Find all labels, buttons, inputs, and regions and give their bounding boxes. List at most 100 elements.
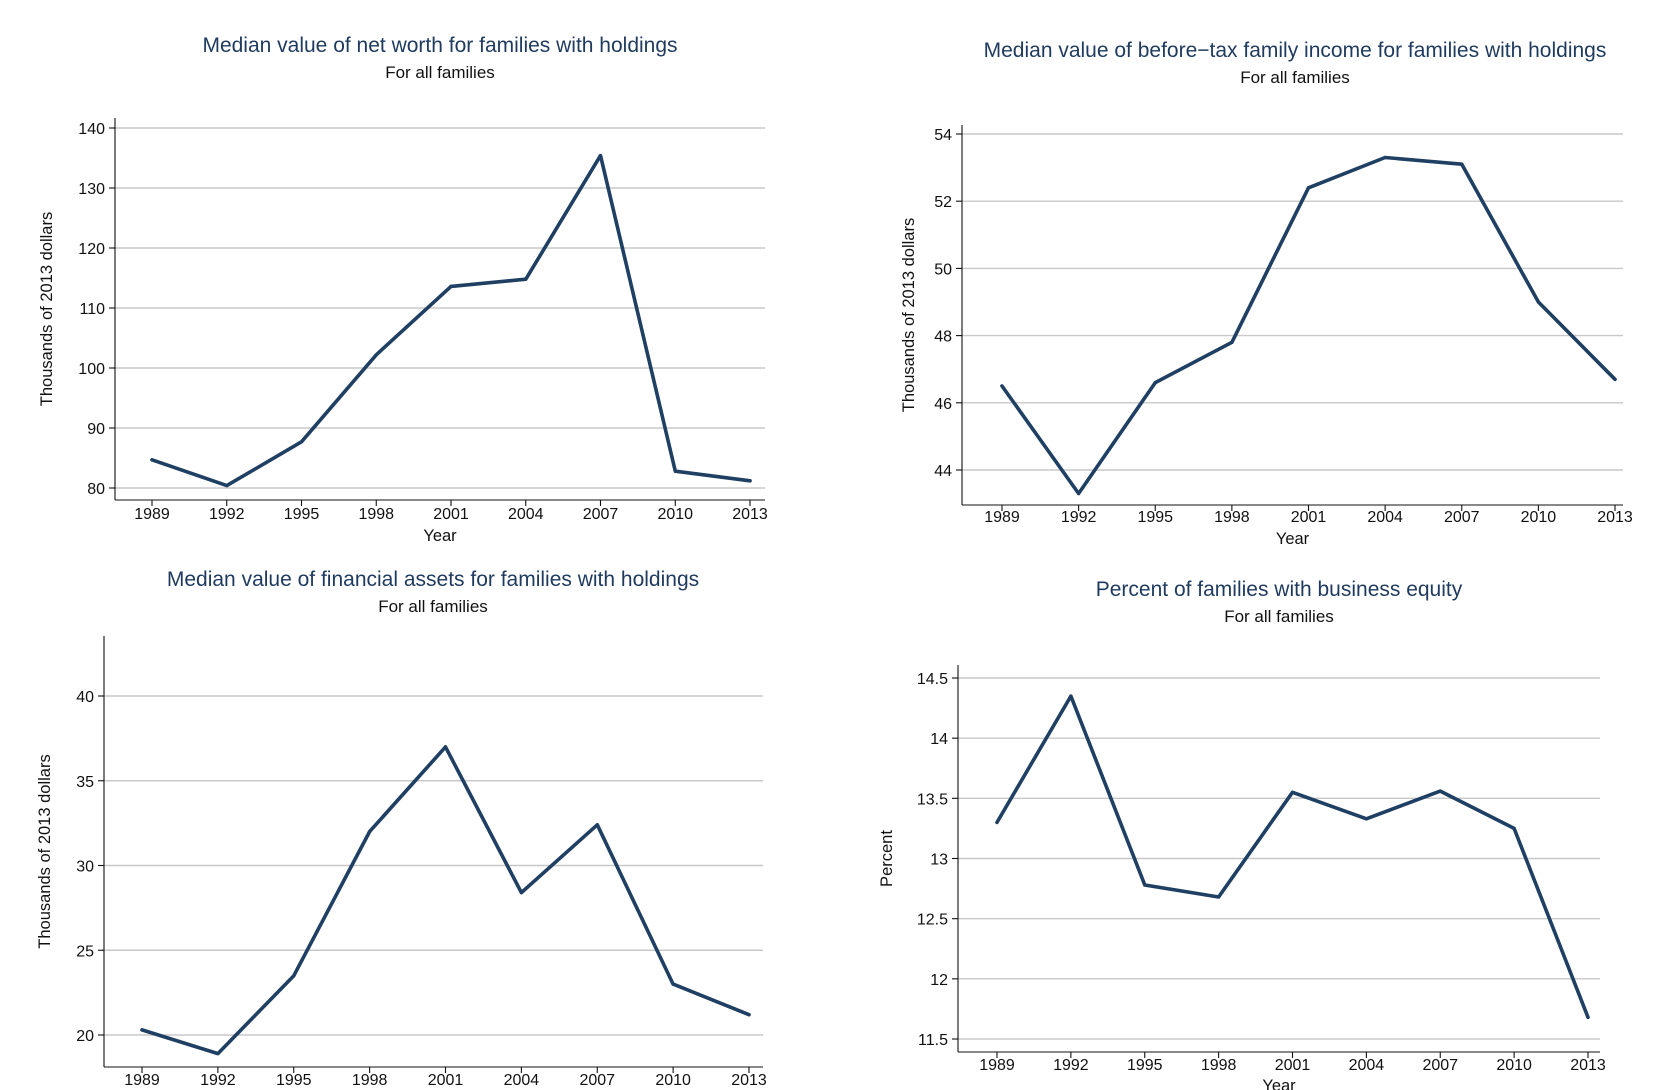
- chart-title: Median value of net worth for families w…: [202, 34, 677, 57]
- x-tick-label: 2001: [428, 1072, 464, 1089]
- y-tick-label: 20: [76, 1028, 94, 1045]
- chart-subtitle: For all families: [1240, 68, 1350, 87]
- x-tick-label: 2001: [433, 506, 469, 523]
- x-tick-label: 2001: [1291, 509, 1327, 526]
- x-tick-label: 2010: [1521, 509, 1557, 526]
- x-tick-label: 2007: [1422, 1057, 1458, 1074]
- y-tick-label: 48: [934, 329, 952, 346]
- y-axis-label: Percent: [878, 830, 896, 887]
- y-tick-label: 35: [76, 774, 94, 791]
- x-tick-label: 2004: [504, 1072, 540, 1089]
- data-point: [1306, 186, 1311, 190]
- series-line: [1000, 155, 1617, 496]
- x-axis-label: Year: [423, 527, 457, 545]
- data-point: [524, 277, 528, 281]
- y-axis-label: Thousands of 2013 dollars: [38, 212, 56, 406]
- chart-title: Percent of families with business equity: [1096, 578, 1463, 601]
- chart-subtitle: For all families: [385, 63, 495, 82]
- chart-panel-net-worth: Median value of net worth for families w…: [0, 0, 836, 545]
- chart-svg: Median value of before−tax family income…: [900, 39, 1633, 545]
- x-tick-label: 1998: [358, 506, 394, 523]
- x-tick-label: 1989: [979, 1057, 1015, 1074]
- data-point: [1364, 817, 1368, 821]
- chart-panel-income: Median value of before−tax family income…: [836, 0, 1672, 545]
- x-tick-label: 1989: [134, 506, 170, 523]
- data-point: [1230, 340, 1234, 344]
- x-tick-label: 2013: [1570, 1057, 1606, 1074]
- x-axis-label: Year: [1276, 530, 1310, 545]
- chart-svg: Median value of financial assets for fam…: [36, 568, 767, 1089]
- y-tick-label: 90: [87, 421, 105, 438]
- y-tick-label: 50: [934, 261, 952, 278]
- y-tick-label: 14.5: [917, 671, 948, 688]
- y-tick-label: 52: [934, 194, 952, 211]
- y-tick-label: 130: [78, 181, 105, 198]
- x-tick-label: 2013: [1597, 509, 1633, 526]
- y-tick-label: 13.5: [917, 791, 948, 808]
- data-point: [1069, 694, 1073, 698]
- data-point: [374, 353, 378, 357]
- x-tick-label: 1992: [200, 1072, 236, 1089]
- y-tick-label: 12.5: [917, 912, 948, 929]
- data-point: [1512, 826, 1516, 831]
- data-point: [1460, 162, 1464, 166]
- data-point: [1217, 895, 1221, 899]
- y-tick-label: 11.5: [918, 1032, 948, 1049]
- x-tick-label: 2004: [1367, 509, 1403, 526]
- data-point: [748, 479, 752, 483]
- x-tick-label: 1992: [209, 506, 245, 523]
- series-line: [150, 153, 752, 488]
- chart-title: Median value of before−tax family income…: [984, 39, 1607, 62]
- y-tick-label: 44: [934, 463, 952, 480]
- data-point: [150, 458, 154, 462]
- data-point: [519, 891, 523, 895]
- data-point: [1000, 384, 1004, 388]
- x-tick-label: 2007: [1444, 509, 1480, 526]
- x-tick-label: 2007: [579, 1072, 615, 1089]
- x-tick-label: 1995: [1127, 1057, 1163, 1074]
- x-tick-label: 1992: [1061, 509, 1097, 526]
- data-point: [225, 484, 229, 488]
- y-tick-label: 12: [930, 972, 948, 989]
- x-tick-label: 1995: [284, 506, 320, 523]
- y-tick-label: 30: [76, 859, 94, 876]
- chart-subtitle: For all families: [378, 597, 488, 616]
- data-point: [449, 284, 453, 288]
- y-tick-label: 46: [934, 396, 952, 413]
- y-tick-label: 140: [78, 121, 105, 138]
- y-tick-label: 110: [79, 301, 105, 318]
- y-tick-label: 100: [78, 361, 105, 378]
- data-point: [1438, 789, 1442, 793]
- x-axis-label: Year: [1262, 1077, 1296, 1090]
- x-tick-label: 1995: [276, 1072, 312, 1089]
- chart-panel-business-equity: Percent of families with business equity…: [836, 545, 1672, 1090]
- chart-panel-financial-assets: Median value of financial assets for fam…: [0, 545, 836, 1090]
- data-point: [1290, 790, 1295, 794]
- data-point: [747, 1013, 751, 1017]
- data-point: [1536, 300, 1540, 304]
- y-tick-label: 14: [930, 731, 948, 748]
- x-tick-label: 1989: [124, 1072, 160, 1089]
- y-axis-label: Thousands of 2013 dollars: [36, 754, 54, 948]
- chart-svg: Percent of families with business equity…: [878, 578, 1606, 1090]
- data-point: [1143, 883, 1147, 887]
- data-point: [1586, 1015, 1590, 1019]
- y-tick-label: 40: [76, 689, 94, 706]
- x-tick-label: 2004: [1349, 1057, 1385, 1074]
- data-point: [368, 830, 372, 834]
- x-tick-label: 1992: [1053, 1057, 1089, 1074]
- x-tick-label: 2001: [1275, 1057, 1311, 1074]
- x-tick-label: 1989: [984, 509, 1020, 526]
- y-tick-label: 54: [934, 127, 952, 144]
- x-tick-label: 1998: [1201, 1057, 1237, 1074]
- x-tick-label: 2013: [731, 1072, 767, 1089]
- data-point: [140, 1028, 144, 1032]
- data-point: [443, 745, 448, 749]
- data-point: [598, 154, 603, 158]
- y-axis-label: Thousands of 2013 dollars: [900, 218, 918, 412]
- chart-subtitle: For all families: [1224, 607, 1334, 626]
- y-tick-label: 120: [78, 241, 105, 258]
- x-tick-label: 2007: [583, 506, 619, 523]
- x-tick-label: 2010: [655, 1072, 691, 1089]
- x-tick-label: 2004: [508, 506, 544, 523]
